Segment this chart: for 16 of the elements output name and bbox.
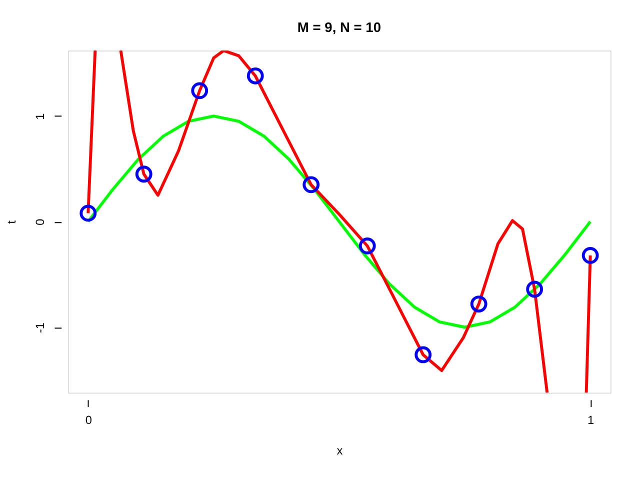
point: [302, 176, 320, 194]
y-tick-label: 1: [32, 113, 47, 120]
point: [526, 280, 544, 298]
x-axis-title: x: [336, 443, 343, 458]
y-tick-label: 0: [32, 218, 47, 226]
point: [191, 82, 208, 100]
point: [246, 67, 264, 84]
point: [80, 204, 97, 222]
y-tick-label: -1: [32, 322, 47, 334]
point: [582, 247, 599, 264]
point: [414, 346, 432, 364]
chart-title: M = 9, N = 10: [297, 20, 382, 35]
y-axis-title: t: [4, 220, 18, 224]
point: [135, 166, 152, 183]
point: [470, 296, 488, 312]
point: [358, 238, 376, 254]
